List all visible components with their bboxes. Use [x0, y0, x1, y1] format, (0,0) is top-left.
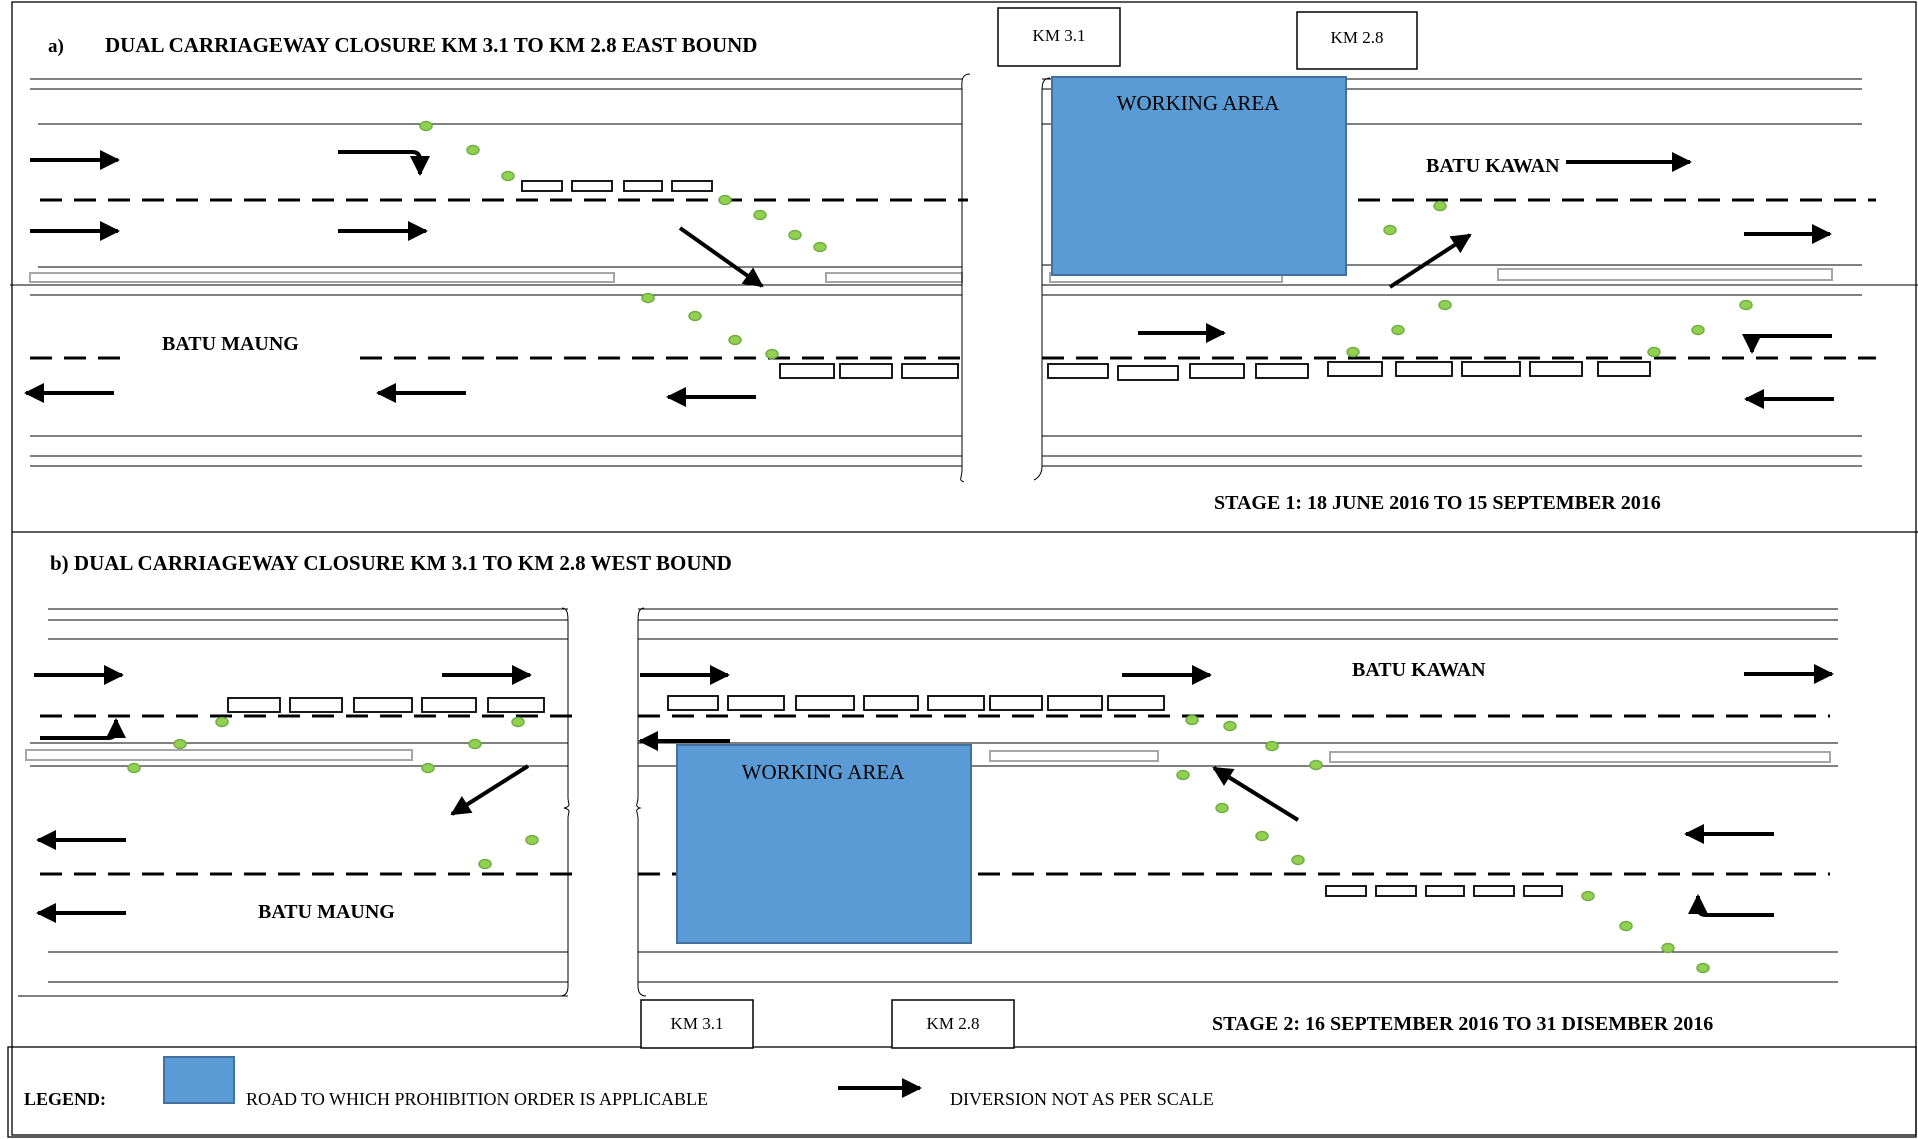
panel-a-upper-destination: BATU KAWAN [1426, 155, 1560, 177]
panel-a-section-braces [960, 73, 1051, 483]
panel-a-median-kerbs [29, 268, 1833, 283]
legend-label: LEGEND: [24, 1089, 106, 1109]
km-box-2-8-b [891, 999, 1015, 1049]
cone-icon [1291, 854, 1305, 866]
cone-icon [1391, 324, 1405, 336]
turn-arrow-icon [40, 718, 126, 740]
panel-b-lower-destination: BATU MAUNG [258, 901, 395, 923]
cone-icon [1619, 920, 1633, 932]
cone-icon [127, 762, 141, 774]
panel-b-median-kerbs [25, 749, 1831, 763]
cone-icon [788, 229, 802, 241]
panel-b: b) DUAL CARRIAGEWAY CLOSURE KM 3.1 TO KM… [18, 551, 1838, 1049]
cone-icon [1255, 830, 1269, 842]
cone-icon [718, 194, 732, 206]
cone-icon [525, 834, 539, 846]
turn-arrow-icon [1688, 894, 1774, 917]
cone-icon [1346, 346, 1360, 358]
legend-working-area-desc: ROAD TO WHICH PROHIBITION ORDER IS APPLI… [246, 1089, 708, 1109]
cone-icon [1265, 740, 1279, 752]
panel-a-km-end: KM 2.8 [1331, 28, 1384, 47]
cone-icon [1176, 769, 1190, 781]
panel-b-km-end: KM 2.8 [927, 1014, 980, 1033]
cone-icon [1661, 942, 1675, 954]
cone-icon [1433, 200, 1447, 212]
cone-icon [688, 310, 702, 322]
panel-b-arrows [34, 664, 1834, 923]
cone-icon [1215, 802, 1229, 814]
cone-icon [813, 241, 827, 253]
panel-b-working-area-label: WORKING AREA [742, 760, 906, 784]
panel-a: a) DUAL CARRIAGEWAY CLOSURE KM 3.1 TO KM… [10, 7, 1918, 514]
cone-icon [511, 716, 525, 728]
traffic-cones [127, 120, 1753, 974]
panel-a-working-area-label: WORKING AREA [1117, 91, 1281, 115]
km-box-3-1-b [640, 999, 754, 1049]
cone-icon [1383, 224, 1397, 236]
panel-b-upper-destination: BATU KAWAN [1352, 659, 1486, 681]
panel-a-letter: a) [48, 36, 64, 57]
cone-icon [468, 738, 482, 750]
diagonal-arrow-icon [1212, 766, 1300, 822]
cone-icon [753, 209, 767, 221]
cone-icon [728, 334, 742, 346]
panel-a-lane-dashes [30, 198, 1876, 360]
cone-icon [419, 120, 433, 132]
panel-b-lane-dashes [40, 714, 1830, 876]
cone-icon [1223, 720, 1237, 732]
cone-icon [466, 144, 480, 156]
turn-arrow-icon [338, 150, 430, 176]
panel-b-title: b) DUAL CARRIAGEWAY CLOSURE KM 3.1 TO KM… [50, 551, 732, 575]
panel-a-left-road-lines [10, 78, 962, 467]
km-box-3-1 [997, 7, 1121, 67]
panel-b-section-braces [559, 607, 647, 997]
cone-icon [641, 292, 655, 304]
panel-a-lower-destination: BATU MAUNG [162, 333, 299, 355]
cone-icon [1438, 299, 1452, 311]
panel-b-km-start: KM 3.1 [671, 1014, 724, 1033]
cone-icon [1581, 890, 1595, 902]
cone-icon [765, 348, 779, 360]
cone-icon [501, 170, 515, 182]
turn-arrow-icon [1742, 334, 1832, 354]
cone-icon [421, 762, 435, 774]
cone-icon [1691, 324, 1705, 336]
panel-a-stage: STAGE 1: 18 JUNE 2016 TO 15 SEPTEMBER 20… [1214, 492, 1661, 514]
cone-icon [1309, 759, 1323, 771]
panel-a-barriers [521, 180, 1651, 381]
diagonal-arrow-icon [678, 226, 764, 288]
panel-b-stage: STAGE 2: 16 SEPTEMBER 2016 TO 31 DISEMBE… [1212, 1013, 1713, 1035]
km-box-2-8 [1296, 11, 1418, 70]
panel-a-working-area [1051, 76, 1347, 276]
panel-b-working-area [676, 744, 972, 944]
legend-working-area-swatch [163, 1056, 235, 1104]
cone-icon [478, 858, 492, 870]
panel-a-km-start: KM 3.1 [1033, 26, 1086, 45]
legend: LEGEND: ROAD TO WHICH PROHIBITION ORDER … [24, 1056, 1214, 1109]
panel-b-barriers [227, 695, 1563, 897]
cone-icon [1696, 962, 1710, 974]
panel-b-left-road-lines [18, 608, 568, 997]
cone-icon [1647, 346, 1661, 358]
panel-a-title: DUAL CARRIAGEWAY CLOSURE KM 3.1 TO KM 2.… [105, 33, 757, 57]
outer-frame [11, 1, 1917, 1136]
cone-icon [1185, 714, 1199, 726]
cone-icon [1739, 299, 1753, 311]
diagonal-arrow-icon [450, 764, 530, 816]
legend-arrow-desc: DIVERSION NOT AS PER SCALE [950, 1089, 1214, 1109]
cone-icon [215, 716, 229, 728]
cone-icon [173, 738, 187, 750]
panel-a-arrows [24, 150, 1834, 409]
diagonal-arrow-icon [1388, 233, 1472, 289]
